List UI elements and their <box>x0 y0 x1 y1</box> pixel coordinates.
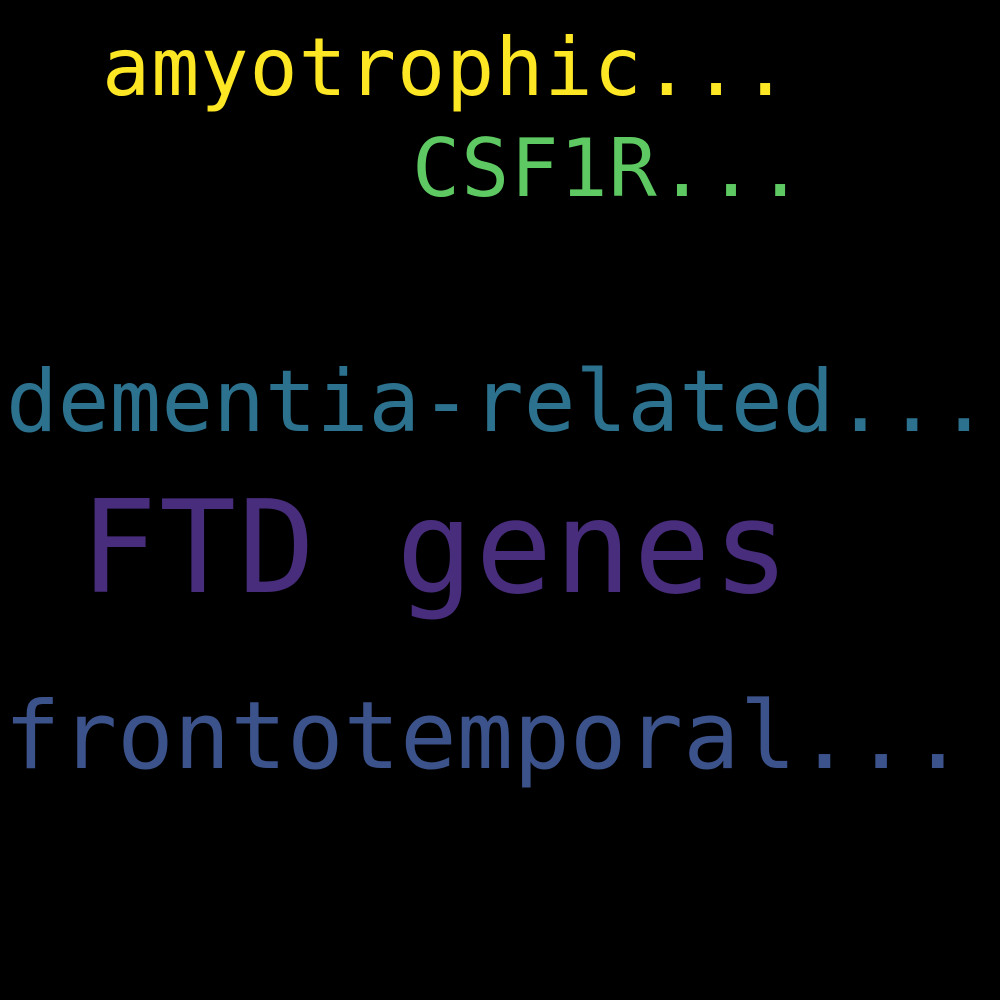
word-amyotrophic: amyotrophic... <box>102 21 791 114</box>
word-frontotemporal: frontotemporal... <box>4 682 967 791</box>
word-csf1r: CSF1R... <box>412 122 806 215</box>
word-dementia-related: dementia-related... <box>6 352 990 452</box>
word-ftd-genes: FTD genes <box>80 474 792 623</box>
